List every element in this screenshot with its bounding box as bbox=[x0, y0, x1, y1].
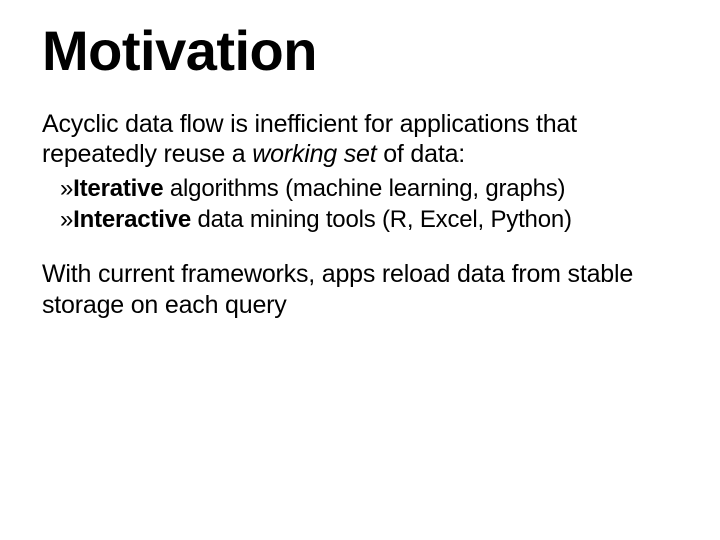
slide: Motivation Acyclic data flow is ineffici… bbox=[0, 0, 720, 540]
bullet-rest: data mining tools (R, Excel, Python) bbox=[191, 206, 572, 233]
intro-paragraph: Acyclic data flow is inefficient for app… bbox=[42, 109, 678, 170]
bullet-bold: Interactive bbox=[73, 206, 191, 233]
bullet-glyph-icon: » bbox=[60, 206, 73, 233]
bullet-rest: algorithms (machine learning, graphs) bbox=[163, 175, 565, 202]
bullet-list: »Iterative algorithms (machine learning,… bbox=[42, 174, 678, 235]
intro-italic: working set bbox=[252, 140, 376, 168]
slide-title: Motivation bbox=[42, 22, 678, 81]
bullet-glyph-icon: » bbox=[60, 175, 73, 202]
bullet-item: »Iterative algorithms (machine learning,… bbox=[60, 174, 678, 205]
bullet-item: »Interactive data mining tools (R, Excel… bbox=[60, 205, 678, 236]
intro-text-b: of data: bbox=[376, 140, 465, 168]
bullet-bold: Iterative bbox=[73, 175, 163, 202]
second-paragraph: With current frameworks, apps reload dat… bbox=[42, 259, 678, 320]
